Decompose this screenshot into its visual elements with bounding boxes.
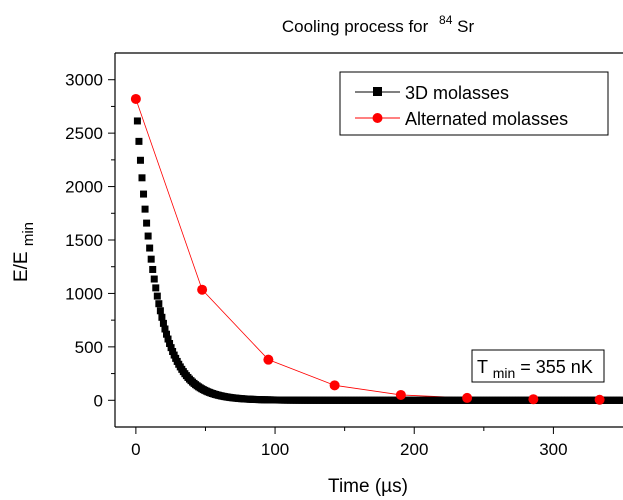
data-point-alternated-molasses <box>263 354 274 365</box>
x-axis-ticks: 0 100 200 300 <box>131 427 568 459</box>
legend-alt-label: Alternated molasses <box>405 109 568 129</box>
y-tick-label: 0 <box>94 391 103 410</box>
data-point-3d-molasses <box>156 307 164 315</box>
y-tick-label: 3000 <box>65 71 103 90</box>
y-tick-label: 500 <box>75 338 103 357</box>
data-point-3d-molasses <box>166 340 174 348</box>
x-tick-label: 100 <box>261 440 289 459</box>
data-point-3d-molasses <box>152 284 160 292</box>
x-tick-label: 0 <box>131 440 140 459</box>
data-point-3d-molasses <box>140 190 148 198</box>
legend: 3D molasses Alternated molasses <box>339 71 609 136</box>
y-axis-label: E/E min <box>11 222 37 282</box>
data-point-3d-molasses <box>149 265 157 273</box>
data-point-3d-molasses <box>133 117 141 125</box>
data-point-3d-molasses <box>619 396 623 404</box>
data-point-alternated-molasses <box>395 389 406 400</box>
x-tick-label: 300 <box>539 440 567 459</box>
tmin-annotation-box <box>471 349 605 383</box>
data-point-alternated-molasses <box>594 394 605 405</box>
chart-title: Cooling process for 84 Sr <box>282 9 475 36</box>
data-point-3d-molasses <box>135 137 143 145</box>
x-tick-label: 200 <box>400 440 428 459</box>
y-axis-label-main: E/E <box>11 251 32 282</box>
tmin-prefix: T <box>477 357 488 377</box>
y-axis-ticks: 0 500 1000 1500 2000 2500 3000 <box>65 71 115 410</box>
data-point-3d-molasses <box>144 232 152 240</box>
tmin-annotation-text: T min = 355 nK <box>477 357 593 382</box>
data-point-3d-molasses <box>138 174 146 182</box>
chart-title-element: Sr <box>457 17 474 36</box>
legend-alt-marker <box>372 113 383 123</box>
data-point-3d-molasses <box>162 330 170 338</box>
legend-3d-label: 3D molasses <box>405 83 509 103</box>
chart-title-main: Cooling process for <box>282 17 429 36</box>
data-point-3d-molasses <box>158 313 166 321</box>
data-point-3d-molasses <box>169 347 177 355</box>
data-point-3d-molasses <box>146 244 154 252</box>
data-point-3d-molasses <box>141 205 149 213</box>
legend-3d-marker <box>373 87 382 96</box>
data-point-3d-molasses <box>155 300 163 308</box>
y-tick-label: 1500 <box>65 231 103 250</box>
data-point-3d-molasses <box>159 319 167 327</box>
chart-title-sup: 84 <box>439 13 453 27</box>
data-point-3d-molasses <box>150 275 158 283</box>
data-point-3d-molasses <box>136 156 144 164</box>
legend-box <box>339 71 609 136</box>
data-point-alternated-molasses <box>130 93 141 104</box>
data-point-3d-molasses <box>143 219 151 227</box>
data-point-alternated-molasses <box>197 284 208 295</box>
data-point-3d-molasses <box>153 292 161 300</box>
data-point-alternated-molasses <box>329 380 340 391</box>
data-point-alternated-molasses <box>528 394 539 405</box>
tmin-sub: min <box>493 365 516 381</box>
data-point-3d-molasses <box>161 325 169 333</box>
alternated-molasses-series <box>130 93 605 405</box>
data-point-alternated-molasses <box>462 392 473 403</box>
y-tick-label: 1000 <box>65 284 103 303</box>
tmin-suffix: = 355 nK <box>520 357 593 377</box>
y-axis-label-sub: min <box>20 222 37 246</box>
data-point-3d-molasses <box>147 255 155 263</box>
data-point-3d-molasses <box>167 344 175 352</box>
y-tick-label: 2500 <box>65 124 103 143</box>
3d-molasses-series <box>132 95 623 404</box>
x-axis-label: Time (µs) <box>328 476 408 497</box>
y-tick-label: 2000 <box>65 178 103 197</box>
tmin-annotation: T min = 355 nK <box>471 349 605 383</box>
data-point-3d-molasses <box>164 335 172 343</box>
